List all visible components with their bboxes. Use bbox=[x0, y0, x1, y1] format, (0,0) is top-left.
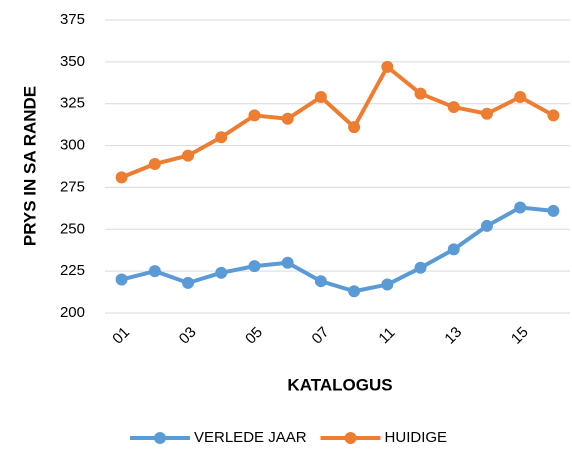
y-tick-label: 325 bbox=[60, 95, 85, 112]
marker bbox=[381, 60, 394, 73]
marker bbox=[182, 276, 195, 289]
marker bbox=[314, 91, 327, 104]
x-tick-label: 05 bbox=[242, 324, 266, 348]
y-tick-label: 300 bbox=[60, 137, 85, 154]
marker bbox=[414, 261, 427, 274]
marker bbox=[215, 131, 228, 144]
y-axis-title: PRYS IN SA RANDE bbox=[20, 86, 39, 246]
marker bbox=[447, 243, 460, 256]
marker bbox=[215, 266, 228, 279]
marker bbox=[182, 149, 195, 162]
y-tick-label: 275 bbox=[60, 178, 85, 195]
marker bbox=[514, 201, 527, 214]
y-tick-label: 225 bbox=[60, 262, 85, 279]
marker bbox=[281, 256, 294, 269]
marker bbox=[348, 285, 361, 298]
marker bbox=[480, 219, 493, 232]
marker bbox=[480, 107, 493, 120]
marker bbox=[447, 101, 460, 114]
marker bbox=[547, 109, 560, 122]
x-tick-label: 01 bbox=[109, 324, 133, 348]
y-tick-label: 375 bbox=[60, 11, 85, 28]
legend-marker bbox=[154, 432, 166, 444]
marker bbox=[248, 109, 261, 122]
legend-label: VERLEDE JAAR bbox=[194, 429, 307, 446]
legend-label: HUIDIGE bbox=[385, 429, 448, 446]
y-tick-label: 200 bbox=[60, 304, 85, 321]
marker bbox=[414, 87, 427, 100]
x-tick-label: 07 bbox=[309, 324, 333, 348]
marker bbox=[348, 121, 361, 134]
legend-marker bbox=[344, 432, 357, 444]
marker bbox=[248, 260, 261, 273]
marker bbox=[314, 275, 327, 288]
marker bbox=[148, 265, 161, 278]
y-tick-label: 250 bbox=[60, 220, 85, 237]
x-tick-label: 11 bbox=[375, 324, 398, 347]
x-tick-label: 03 bbox=[176, 324, 200, 348]
x-tick-label: 15 bbox=[508, 324, 532, 348]
marker bbox=[514, 91, 527, 104]
marker bbox=[148, 157, 161, 170]
marker bbox=[547, 204, 560, 217]
marker bbox=[381, 278, 394, 291]
marker bbox=[115, 171, 128, 184]
marker bbox=[281, 112, 294, 125]
y-tick-label: 350 bbox=[60, 53, 85, 70]
marker bbox=[115, 273, 128, 286]
x-axis-title: KATALOGUS bbox=[287, 375, 392, 394]
x-tick-label: 13 bbox=[441, 324, 465, 348]
